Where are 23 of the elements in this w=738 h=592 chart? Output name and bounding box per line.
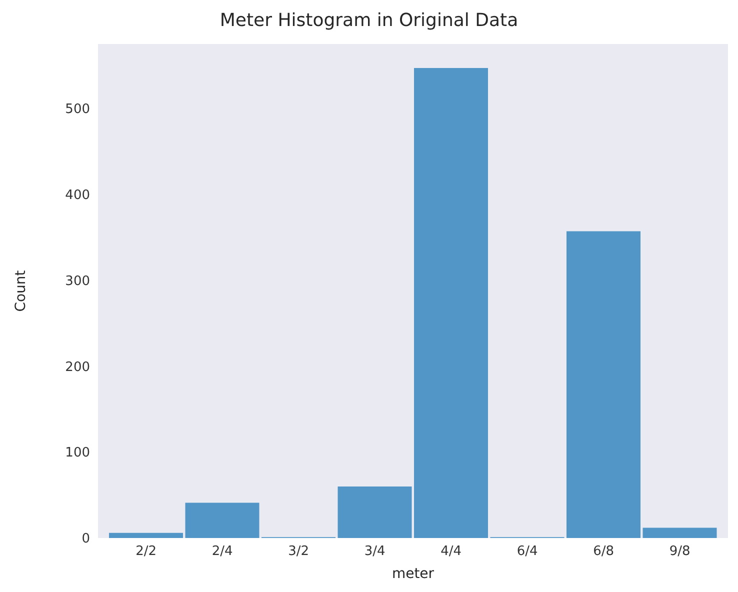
bar [185,502,260,538]
x-tick-label: 4/4 [440,544,462,560]
bar [414,68,488,538]
chart-title: Meter Histogram in Original Data [218,9,520,33]
x-tick-label: 2/2 [136,544,157,560]
x-tick-label: 3/2 [288,544,310,560]
bar [109,532,183,538]
y-tick-label: 100 [65,446,90,461]
bar [566,231,640,538]
y-axis-title: Count [12,270,29,312]
x-tick-label: 9/8 [669,544,690,560]
x-tick-label: 6/4 [516,544,538,560]
y-tick-label: 400 [65,188,90,203]
bar [642,528,717,538]
y-tick-label: 0 [82,532,90,547]
y-tick-label: 200 [65,360,90,375]
y-tick-label: 500 [65,102,90,118]
x-tick-label: 3/4 [364,544,386,560]
x-tick-label: 6/8 [593,544,614,560]
bar [338,486,412,538]
y-tick-label: 300 [65,274,90,289]
x-axis-title: meter [392,566,434,582]
x-tick-label: 2/4 [212,544,233,560]
